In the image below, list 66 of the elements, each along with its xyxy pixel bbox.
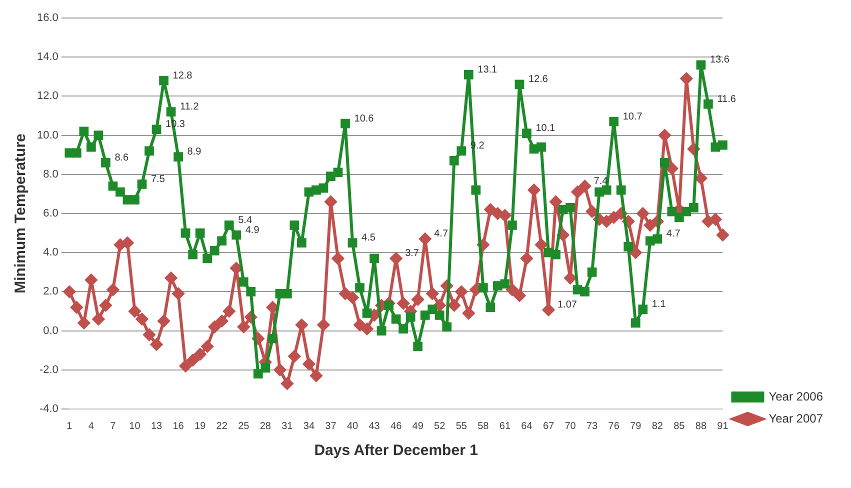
data-label: 1.1 [652, 299, 666, 310]
x-tick-label: 55 [456, 420, 468, 432]
x-tick-label: 58 [478, 420, 490, 432]
legend-label: Year 2006 [768, 389, 824, 404]
data-label: 4.7 [434, 228, 448, 240]
y-tick-label: 14.0 [36, 51, 58, 64]
x-tick-label: 13 [150, 420, 163, 432]
y-tick-label: 0.0 [43, 324, 58, 337]
x-tick-label: 79 [630, 420, 642, 432]
x-tick-label: 28 [260, 420, 272, 432]
data-label: 13.6 [710, 54, 730, 66]
x-tick-label: 25 [238, 420, 250, 432]
x-tick-label: 70 [564, 420, 576, 432]
data-label: 8.6 [114, 152, 130, 164]
y-tick-label: 6.0 [43, 208, 58, 220]
data-label: 13.1 [478, 64, 498, 76]
y-tick-label: -4.0 [39, 403, 58, 416]
data-label: 10.1 [536, 123, 556, 134]
x-tick-label: 16 [172, 420, 184, 432]
y-tick-label: 8.0 [43, 168, 58, 180]
x-tick-label: 85 [674, 420, 686, 432]
x-tick-label: 34 [303, 420, 315, 432]
x-tick-label: 1 [66, 420, 73, 432]
x-tick-label: 82 [652, 420, 664, 432]
x-tick-label: 4 [88, 420, 94, 432]
x-tick-label: 43 [368, 420, 380, 432]
x-tick-label: 19 [194, 420, 206, 432]
data-label: 10.6 [354, 113, 374, 124]
x-tick-label: 91 [717, 420, 729, 432]
data-label: 7.5 [151, 174, 166, 185]
x-tick-label: 37 [325, 420, 337, 432]
x-tick-label: 46 [390, 420, 402, 432]
y-tick-label: 10.0 [36, 129, 58, 142]
x-tick-label: 67 [542, 420, 555, 432]
x-tick-label: 10 [129, 420, 141, 432]
data-label: 3.7 [405, 248, 420, 260]
data-label: 12.6 [528, 74, 548, 86]
x-tick-label: 31 [282, 420, 294, 432]
data-label: 4.7 [666, 228, 681, 240]
x-tick-label: 76 [608, 420, 620, 432]
data-label: 12.8 [172, 70, 193, 82]
y-tick-label: 12.0 [36, 90, 58, 102]
data-label: 4.9 [245, 224, 260, 236]
x-tick-label: 64 [521, 420, 533, 432]
data-label: 1.07 [558, 300, 578, 311]
data-label: 8.9 [187, 146, 202, 158]
data-label: 5.4 [238, 214, 252, 226]
x-tick-label: 49 [412, 420, 424, 432]
y-tick-label: -2.0 [39, 364, 58, 376]
y-tick-label: 2.0 [43, 286, 58, 298]
y-axis-title: Minimum Temperature [12, 134, 30, 294]
x-tick-label: 40 [346, 420, 359, 432]
y-tick-label: 16.0 [36, 12, 58, 24]
x-tick-label: 52 [434, 420, 446, 432]
data-label: 10.7 [622, 111, 643, 122]
data-label: 4.5 [362, 232, 376, 244]
y-tick-label: 4.0 [43, 246, 58, 259]
x-tick-label: 61 [499, 420, 511, 432]
x-tick-label: 22 [216, 420, 228, 432]
legend-label: Year 2007 [768, 411, 824, 426]
x-tick-label: 7 [110, 420, 116, 432]
x-axis-title: Days After December 1 [314, 442, 478, 460]
data-label: 11.6 [717, 94, 736, 105]
x-tick-label: 88 [695, 420, 707, 432]
data-label: 11.2 [180, 102, 200, 113]
x-tick-label: 73 [586, 420, 598, 432]
